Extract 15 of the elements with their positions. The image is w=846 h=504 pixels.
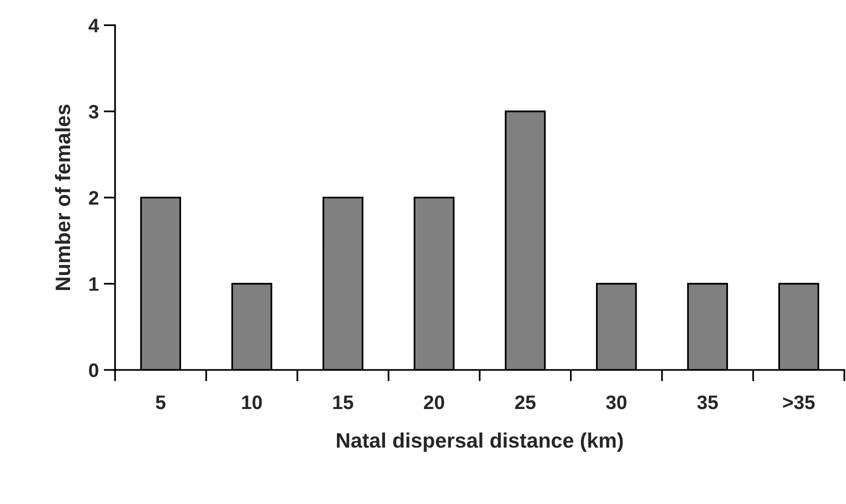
x-axis-title: Natal dispersal distance (km) — [336, 432, 623, 452]
y-tick-label: 1 — [89, 277, 99, 291]
y-tick-label: 3 — [88, 104, 98, 119]
x-tick-label: >35 — [783, 395, 815, 410]
x-tick-label: 5 — [156, 396, 166, 410]
y-tick-label: 0 — [89, 363, 98, 378]
x-tick-label: 35 — [697, 395, 718, 410]
y-tick-label: 2 — [88, 191, 98, 205]
x-tick-label: 25 — [515, 395, 536, 410]
x-tick-label: 30 — [606, 395, 626, 410]
x-tick-label: 15 — [333, 396, 354, 410]
y-tick-label: 4 — [88, 18, 99, 32]
y-axis-title: Number of females — [54, 104, 70, 290]
x-tick-label: 10 — [242, 395, 262, 410]
x-tick-label: 20 — [424, 395, 444, 410]
